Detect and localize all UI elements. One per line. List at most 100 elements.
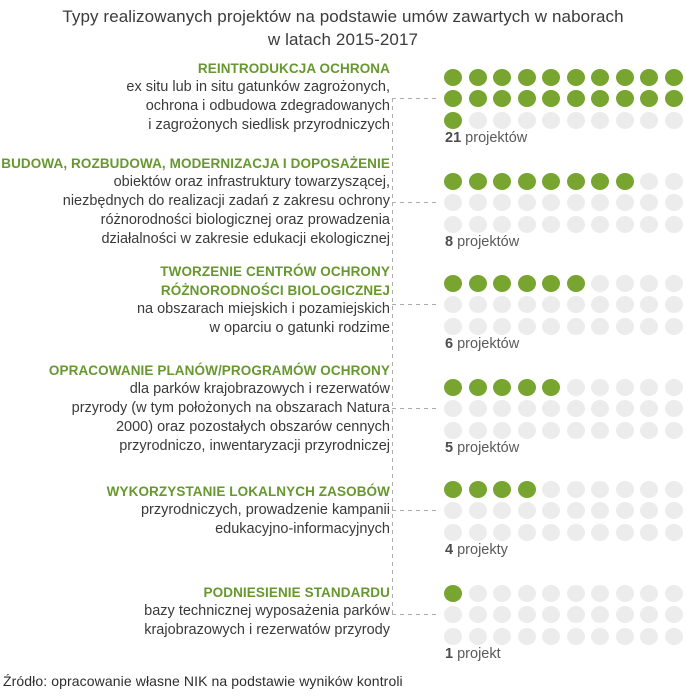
dot-empty [493,606,511,623]
dot-filled [566,68,585,86]
dot-filled [468,378,487,396]
dot-filled [444,90,462,107]
dot-empty [591,627,609,645]
count-number: 4 [445,542,454,558]
dot-filled [591,68,609,86]
dot-empty [542,606,560,623]
count-label-6: 1 projekt [445,646,501,662]
dot-empty [640,194,658,211]
chart-title-line-2: w latach 2015-2017 [267,30,419,49]
dot-row [444,194,686,211]
dot-filled [468,68,487,86]
dot-empty [444,194,462,211]
dot-empty [615,627,634,645]
category-heading-line: OPRACOWANIE PLANÓW/PROGRAMÓW OCHRONY [48,363,390,378]
dot-empty [664,274,683,292]
dot-empty [615,194,634,211]
count-unit: projektów [457,234,520,250]
dot-filled [664,68,683,86]
dot-filled [566,90,585,107]
dot-filled [468,172,487,190]
dot-empty [444,215,462,233]
dot-empty [615,274,634,292]
category-description-line: przyrodniczo, inwentaryzacji przyrodnicz… [119,438,390,454]
dot-empty [566,523,585,541]
connector-stub-4 [392,408,437,409]
dot-row [444,90,686,107]
count-number: 5 [445,440,454,456]
dot-empty [493,400,511,417]
dot-row [444,584,686,602]
dot-empty [517,317,536,335]
dot-filled [493,90,511,107]
dot-empty [468,400,487,417]
dot-empty [664,317,683,335]
category-heading-line: RÓŻNORODNOŚCI BIOLOGICZNEJ [160,283,390,298]
dot-filled [517,480,536,498]
dot-empty [566,421,585,439]
dot-empty [664,111,683,129]
count-label-1: 21 projektów [445,130,527,146]
dot-filled [566,274,585,292]
dot-matrix-4 [444,378,686,444]
connector-stub-5 [392,510,437,511]
category-description-line: obiektów oraz infrastruktury towarzysząc… [113,174,390,190]
count-unit: projektów [465,130,528,146]
category-text-1: REINTRODUKCJA OCHRONA ex situ lub in situ… [0,59,390,135]
source-note: Źródło: opracowanie własne NIK na podsta… [3,673,403,689]
dot-empty [517,606,536,623]
dot-empty [640,400,658,417]
dot-empty [517,523,536,541]
dot-empty [493,523,511,541]
count-number: 6 [445,336,454,352]
category-description-line: bazy technicznej wyposażenia parków [144,603,390,619]
dot-empty [566,400,585,417]
dot-empty [542,317,560,335]
dot-empty [468,421,487,439]
category-description-line: krajobrazowych i rezerwatów przyrody [144,622,390,638]
dot-empty [444,523,462,541]
dot-row [444,400,686,417]
dot-empty [615,606,634,623]
dot-row [444,274,686,292]
dot-filled [591,172,609,190]
dot-empty [444,296,462,313]
dot-row [444,421,686,439]
dot-row [444,111,686,129]
dot-empty [664,378,683,396]
dot-row [444,627,686,645]
dot-filled [542,172,560,190]
category-description-line: przyrody (w tym położonych na obszarach … [71,400,390,416]
dot-empty [615,584,634,602]
dot-row [444,378,686,396]
dot-empty [615,421,634,439]
category-heading-line: REINTRODUKCJA OCHRONA [197,61,390,76]
dot-empty [444,627,462,645]
dot-empty [542,296,560,313]
dot-empty [542,502,560,519]
dot-row [444,606,686,623]
dot-empty [517,421,536,439]
dot-empty [640,584,658,602]
dot-empty [468,194,487,211]
dot-filled [493,68,511,86]
dot-matrix-3 [444,274,686,340]
dot-filled [444,274,462,292]
dot-empty [444,502,462,519]
dot-empty [591,317,609,335]
dot-empty [591,421,609,439]
dot-empty [542,194,560,211]
count-label-5: 4 projekty [445,542,508,558]
count-number: 1 [445,646,454,662]
category-description-line: edukacyjno-informacyjnych [215,521,390,537]
dot-empty [444,400,462,417]
category-text-3: TWORZENIE CENTRÓW OCHRONY RÓŻNORODNOŚCI B… [0,262,390,338]
dot-empty [566,215,585,233]
dot-empty [468,627,487,645]
dot-empty [542,523,560,541]
dot-empty [640,421,658,439]
dot-empty [640,502,658,519]
dot-empty [664,584,683,602]
dot-empty [664,523,683,541]
dot-empty [615,400,634,417]
